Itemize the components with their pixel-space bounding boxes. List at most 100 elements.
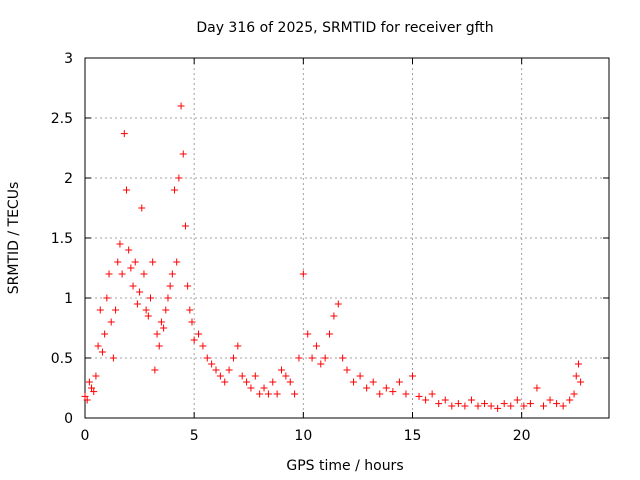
data-point: [103, 294, 111, 302]
data-point: [507, 402, 515, 410]
data-point: [343, 366, 351, 374]
data-point: [186, 306, 194, 314]
data-point: [286, 378, 294, 386]
y-tick-label: 1.5: [51, 231, 73, 247]
data-point: [409, 372, 416, 380]
data-point: [173, 258, 181, 266]
data-point: [107, 318, 115, 326]
data-point: [481, 400, 489, 408]
data-point: [467, 396, 475, 404]
data-point: [225, 366, 233, 374]
data-point: [131, 258, 139, 266]
data-point: [127, 264, 135, 272]
data-point: [278, 366, 285, 374]
data-point: [92, 372, 100, 380]
data-point: [179, 150, 187, 158]
data-point: [140, 270, 148, 278]
data-point: [147, 294, 154, 302]
data-point: [247, 384, 255, 392]
data-point: [171, 186, 179, 194]
y-tick-label: 3: [64, 51, 73, 67]
x-axis-label: GPS time / hours: [286, 458, 403, 474]
y-tick-label: 0: [64, 411, 73, 427]
y-tick-label: 1: [64, 291, 73, 307]
data-point: [546, 396, 554, 404]
data-point: [520, 402, 528, 410]
data-point: [376, 390, 384, 398]
data-point: [229, 354, 237, 362]
data-point: [144, 312, 152, 320]
data-point: [334, 300, 342, 308]
data-point: [184, 282, 192, 290]
data-point: [389, 388, 397, 396]
data-point: [339, 354, 347, 362]
y-axis-label: SRMTID / TECUs: [6, 182, 22, 295]
x-tick-label: 10: [294, 428, 312, 444]
data-point: [264, 390, 272, 398]
data-point: [109, 354, 117, 362]
data-point: [94, 342, 102, 350]
data-point: [190, 336, 198, 344]
data-point: [114, 258, 122, 266]
data-point: [295, 354, 303, 362]
data-point: [577, 378, 585, 386]
data-point: [136, 288, 144, 296]
data-point: [133, 300, 141, 308]
data-point: [251, 372, 259, 380]
data-point: [164, 294, 172, 302]
data-point: [101, 330, 109, 338]
data-point: [441, 396, 449, 404]
data-point: [243, 378, 251, 386]
data-point: [260, 384, 268, 392]
data-point: [162, 306, 170, 314]
data-point: [122, 186, 130, 194]
data-point: [291, 390, 299, 398]
data-point: [395, 378, 403, 386]
data-point: [526, 400, 534, 408]
data-point: [149, 258, 157, 266]
data-point: [282, 372, 290, 380]
data-point: [234, 342, 242, 350]
data-point: [83, 396, 91, 404]
data-point: [269, 378, 277, 386]
data-series-srmtid: [81, 102, 585, 412]
data-point: [435, 400, 443, 408]
data-point: [570, 390, 578, 398]
data-point: [572, 372, 580, 380]
data-point: [356, 372, 364, 380]
data-point: [304, 330, 312, 338]
data-point: [157, 318, 165, 326]
data-point: [81, 392, 89, 400]
data-point: [151, 366, 159, 374]
data-point: [574, 360, 582, 368]
data-point: [256, 390, 264, 398]
data-point: [208, 360, 216, 368]
data-point: [321, 354, 329, 362]
data-point: [85, 378, 93, 386]
data-point: [299, 270, 307, 278]
data-point: [428, 390, 436, 398]
data-point: [513, 396, 521, 404]
data-point: [317, 360, 325, 368]
x-tick-label: 15: [404, 428, 422, 444]
data-point: [415, 392, 423, 400]
data-point: [559, 402, 567, 410]
data-point: [90, 388, 98, 396]
data-point: [142, 306, 150, 314]
data-point: [402, 390, 410, 398]
data-point: [212, 366, 220, 374]
y-tick-label: 2: [64, 171, 73, 187]
data-point: [350, 378, 358, 386]
data-point: [461, 402, 469, 410]
data-point: [168, 270, 176, 278]
data-point: [566, 396, 574, 404]
data-point: [369, 378, 377, 386]
data-point: [500, 400, 508, 408]
x-tick-label: 0: [81, 428, 90, 444]
data-point: [195, 330, 203, 338]
data-point: [553, 400, 561, 408]
data-point: [487, 402, 495, 410]
data-point: [116, 240, 124, 248]
data-point: [238, 372, 246, 380]
